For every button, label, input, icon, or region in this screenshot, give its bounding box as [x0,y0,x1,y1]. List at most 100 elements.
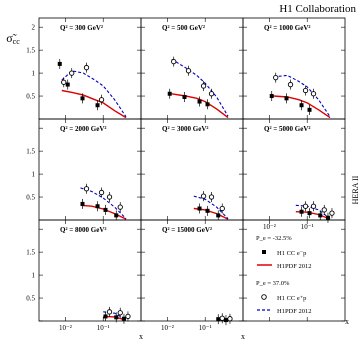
x-axis-label-col4: x [345,317,349,326]
data-point-ep [171,58,177,65]
data-point-ep [185,68,192,74]
data-point-ep [106,309,113,315]
legend-ep-fit: H1PDF 2012 [277,308,312,315]
data-point-em [103,207,108,212]
y-tick-label: 2 [32,24,36,32]
data-point-em [121,316,126,321]
data-point-ep [310,203,317,209]
data-point-ep [125,313,131,320]
data-point-em [216,213,221,218]
data-point-em [299,103,304,108]
fit-curve-ep [273,74,331,118]
data-point-em [307,211,312,216]
data-point-ep [83,64,90,71]
data-point-em [182,94,187,99]
y-tick-label: 1 [32,70,36,78]
data-point-em [80,201,85,206]
data-point-em [284,96,289,101]
data-point-em [269,94,274,99]
fit-curve-em [80,204,127,220]
data-point-em [95,103,100,108]
data-point-em [57,61,62,66]
data-point-ep [117,204,123,210]
panel-q2-label: Q² = 3000 GeV² [162,125,209,133]
legend: P_e = -32.5% H1 CC e⁻p H1PDF 2012 P_e = … [256,235,312,315]
fit-curve-ep [61,70,127,118]
panel-grid: 0.5 1 1.5 2 Q² = 300 GeV² Q² = 500 GeV² Q² = 1… [26,17,346,332]
legend-ep-data: H1 CC e⁺p [277,295,306,302]
data-point-ep [208,194,215,200]
x-tick-label: 10⁻¹ [97,324,110,332]
x-tick-label: 10⁻² [263,223,276,231]
data-point-em [103,314,108,319]
data-point-em [318,213,323,218]
data-point-ep [219,205,225,212]
data-point-em [205,102,210,107]
data-point-ep [83,186,90,192]
data-point-em [325,215,330,220]
fit-curve-ep [193,195,229,219]
data-point-em [197,99,202,104]
data-point-ep [287,81,294,88]
y-tick-label: 0.5 [26,194,35,202]
panel-q2-label: Q² = 2000 GeV² [60,125,107,133]
data-point-ep [106,194,113,200]
data-point-ep [61,79,67,85]
data-point-ep [219,315,225,321]
legend-em-marker [262,250,266,254]
y-tick-label: 1.5 [26,249,35,257]
data-point-ep [273,75,279,81]
x-axis-label-col3: x [241,332,245,341]
data-point-ep [302,87,309,94]
panel-q2-label: Q² = 15000 GeV² [162,226,212,234]
data-point-em [65,82,70,87]
panel-q2-label: Q² = 500 GeV² [162,24,205,32]
panel-q2-label: Q² = 1000 GeV² [264,24,311,32]
y-tick-label: 1 [32,272,36,280]
data-point-em [216,317,221,322]
panel-q2-label: Q² = 8000 GeV² [60,226,107,234]
data-point-ep [98,189,105,196]
data-point-ep [302,203,309,209]
panel-frame [38,118,142,221]
data-point-em [299,209,304,214]
y-axis-label: σ̃cc [6,31,20,46]
panel-q2-label: Q² = 5000 GeV² [264,125,311,133]
x-tick-label: 10⁻² [161,324,174,332]
data-point-ep [329,210,335,216]
data-point-em [114,315,119,320]
y-tick-label: 0.5 [26,295,35,303]
legend-em-data: H1 CC e⁻p [277,250,306,257]
data-point-em [95,204,100,209]
panel-q2-label: Q² = 300 GeV² [60,24,103,32]
fit-curve-em [61,89,127,119]
fit-curve-ep [171,58,229,117]
data-point-em [80,96,85,101]
collaboration-label: H1 Collaboration [279,3,356,15]
y-tick-label: 1.5 [26,47,35,55]
legend-em-pol: P_e = -32.5% [256,235,292,242]
data-point-ep [227,316,233,322]
x-tick-label: 10⁻² [59,324,72,332]
data-point-em [197,206,202,211]
x-tick-label: 10⁻¹ [199,324,212,332]
data-point-em [307,107,312,112]
data-point-em [205,208,210,213]
data-point-ep [208,91,215,97]
panel-frame [38,17,142,120]
data-point-em [167,91,172,96]
data-point-ep [69,70,75,76]
data-point-ep [117,310,123,316]
y-tick-label: 0.5 [26,93,35,101]
legend-em-fit: H1PDF 2012 [277,263,312,270]
data-point-ep [200,83,207,89]
data-point-ep [200,193,207,199]
panel-frame [242,118,346,221]
data-point-em [223,318,228,323]
x-tick-label: 10⁻¹ [301,223,314,231]
legend-ep-pol: P_e = 37.0% [256,280,290,287]
hera-label: HERA II [351,175,360,204]
panel-frame [140,118,244,221]
panel-frame [140,219,244,322]
